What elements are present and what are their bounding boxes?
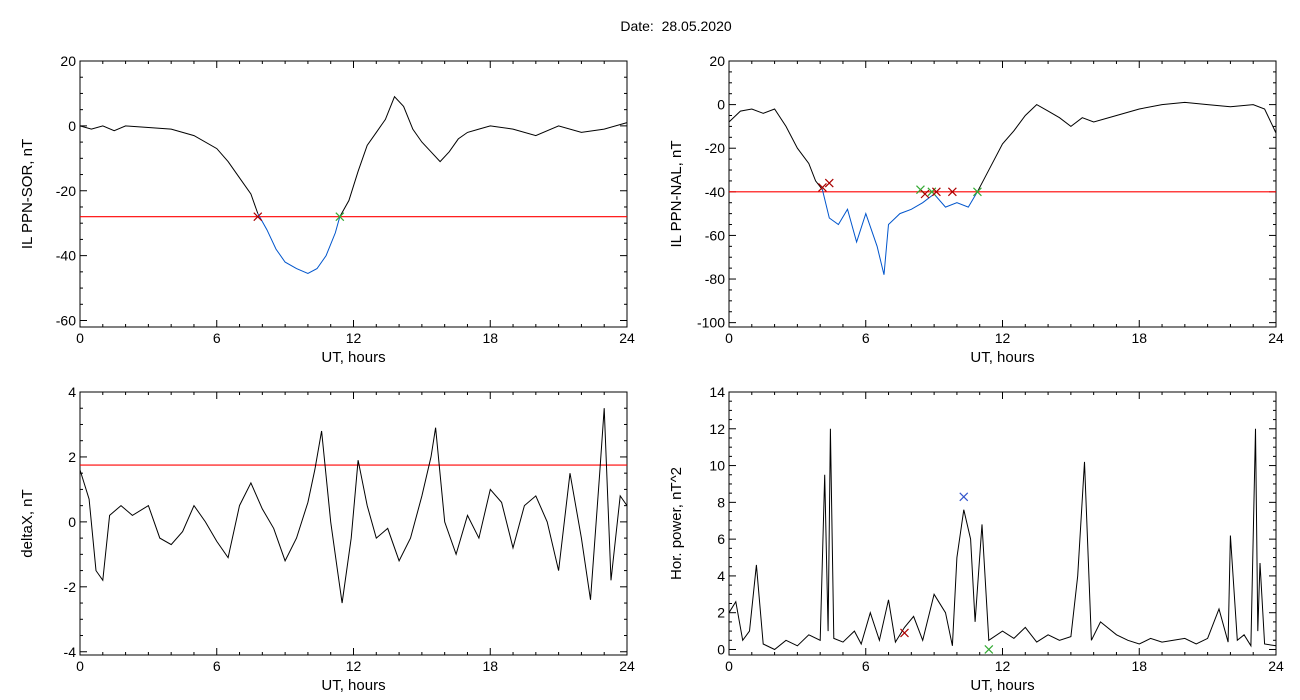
y-tick-label: -20 [56,183,76,199]
x-tick-label: 24 [619,658,635,674]
x-axis-label: UT, hours [321,677,385,694]
plot-frame [79,60,628,328]
y-tick-label: -100 [697,315,725,331]
x-tick-label: 6 [213,658,221,674]
x-tick-label: 18 [1131,330,1147,346]
series-line [79,408,628,604]
series-line [728,108,823,190]
y-tick-label: -80 [705,271,725,287]
series-line [257,213,341,275]
y-tick-label: 0 [717,641,725,657]
cross-marker [959,492,969,502]
x-tick-label: 0 [725,658,733,674]
plot-frame [79,391,628,656]
series-line [728,428,1277,651]
y-tick-label: -2 [64,579,77,595]
date-value: 28.05.2020 [661,18,732,34]
y-tick-label: -60 [705,227,725,243]
x-tick-label: 24 [1268,330,1284,346]
x-tick-label: 18 [482,330,498,346]
y-tick-label: 10 [709,458,725,474]
cross-marker [253,212,263,222]
y-tick-label: -40 [56,248,76,264]
y-tick-label: -20 [705,140,725,156]
x-tick-label: 18 [482,658,498,674]
x-tick-label: 24 [1268,658,1284,674]
y-tick-label: -4 [64,644,77,660]
page-title: Date: 28.05.2020 [0,18,1300,34]
cross-marker [818,183,827,192]
series-line [976,101,1277,193]
date-label: Date: [620,18,654,34]
x-tick-label: 0 [725,330,733,346]
cross-marker [900,628,909,638]
cross-marker [947,187,957,197]
x-axis-label: UT, hours [970,349,1034,366]
x-tick-label: 12 [346,330,362,346]
x-tick-label: 6 [862,330,870,346]
y-tick-label: 6 [717,531,725,547]
y-tick-label: 0 [68,514,76,530]
y-axis-label: Hor. power, nT^2 [668,467,685,580]
x-axis-label: UT, hours [321,349,385,366]
x-tick-label: 0 [76,330,84,346]
y-axis-label: IL PPN-NAL, nT [668,141,685,248]
x-tick-label: 6 [862,658,870,674]
y-tick-label: -40 [705,184,725,200]
cross-marker [335,212,345,222]
x-tick-label: 6 [213,330,221,346]
plot-frame [728,60,1277,328]
x-tick-label: 12 [995,330,1011,346]
cross-marker [931,187,941,197]
cross-marker [984,645,994,654]
y-tick-label: 2 [68,449,76,465]
x-tick-label: 18 [1131,658,1147,674]
y-axis-label: IL PPN-SOR, nT [19,139,36,249]
series-line [79,125,259,214]
y-tick-label: 8 [717,494,725,510]
x-tick-label: 12 [995,658,1011,674]
y-tick-label: 0 [717,97,725,113]
x-tick-label: 0 [76,658,84,674]
cross-marker [920,189,930,199]
y-tick-label: 4 [68,384,76,400]
y-tick-label: 4 [717,568,725,584]
y-tick-label: 12 [709,421,725,437]
y-tick-label: -60 [56,313,76,329]
cross-marker [824,178,834,188]
y-tick-label: 0 [68,118,76,134]
y-tick-label: 20 [60,53,76,69]
series-line [339,95,628,217]
y-axis-label: deltaX, nT [19,489,36,557]
y-tick-label: 14 [709,384,725,400]
series-line [821,189,978,275]
y-tick-label: 2 [717,605,725,621]
cross-marker [973,187,982,197]
y-tick-label: 20 [709,53,725,69]
plot-frame [728,391,1277,656]
x-tick-label: 24 [619,330,635,346]
x-axis-label: UT, hours [970,677,1034,694]
x-tick-label: 12 [346,658,362,674]
